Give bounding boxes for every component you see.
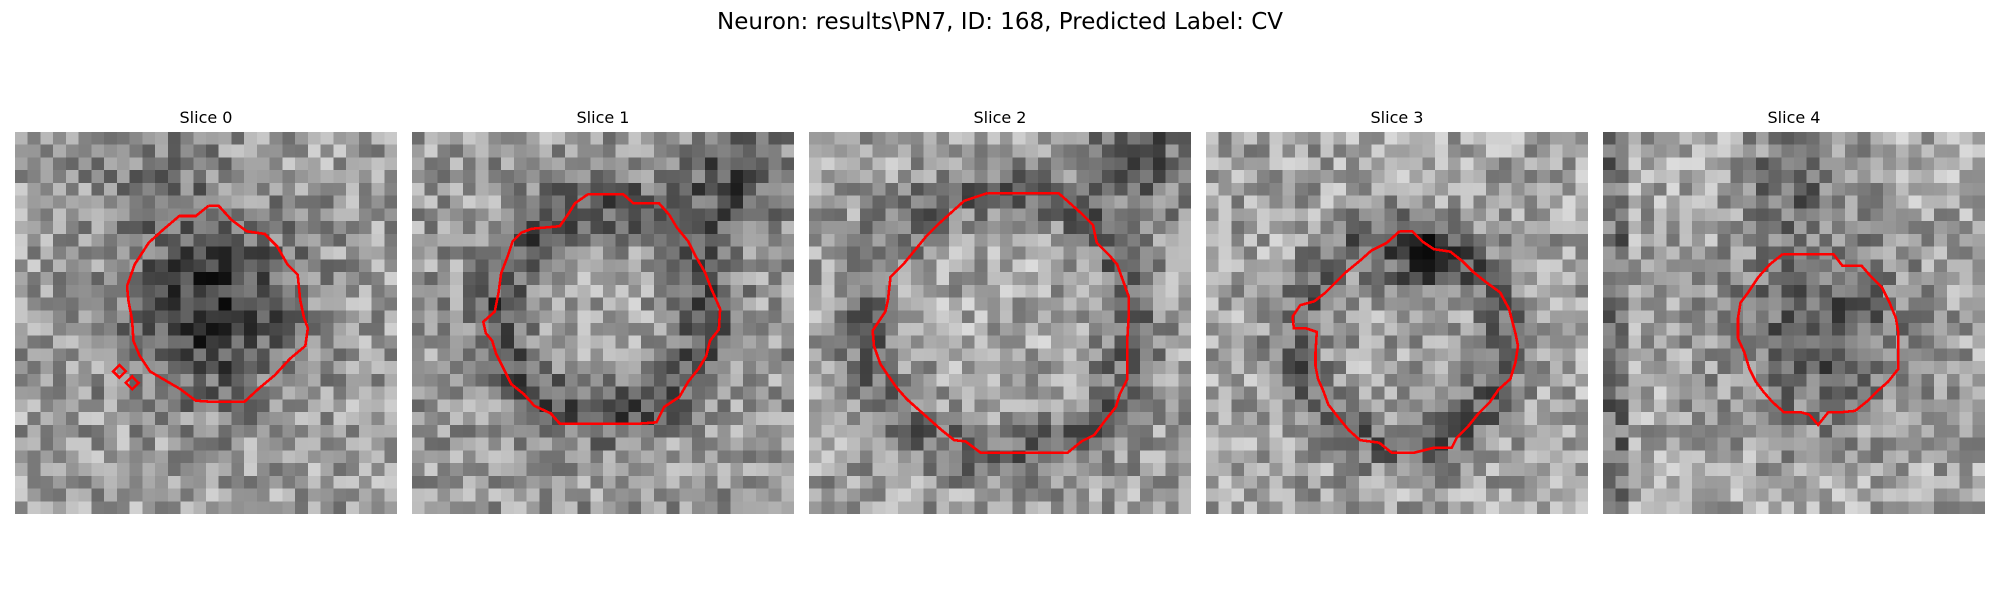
slice-title-0: Slice 0 — [179, 108, 233, 127]
segmentation-contour-0 — [127, 206, 308, 402]
small-contour-0a — [113, 365, 126, 378]
slice-image-0 — [15, 132, 397, 514]
slice-pixels-2 — [809, 132, 1191, 514]
slice-panel-2: Slice 2 — [809, 108, 1191, 514]
slice-image-3 — [1206, 132, 1588, 514]
slice-title-2: Slice 2 — [973, 108, 1027, 127]
segmentation-contour-1 — [483, 194, 720, 423]
slice-title-1: Slice 1 — [576, 108, 630, 127]
slice-pixels-3 — [1206, 132, 1588, 514]
slice-panel-0: Slice 0 — [15, 108, 397, 514]
slice-pixels-0 — [15, 132, 397, 514]
segmentation-contour-3 — [1293, 231, 1518, 453]
figure-title: Neuron: results\PN7, ID: 168, Predicted … — [717, 9, 1283, 35]
slice-panel-3: Slice 3 — [1206, 108, 1588, 514]
slice-image-2 — [809, 132, 1191, 514]
slice-title-3: Slice 3 — [1370, 108, 1424, 127]
segmentation-contour-2 — [873, 193, 1129, 453]
slice-title-4: Slice 4 — [1767, 108, 1821, 127]
slice-pixels-1 — [412, 132, 794, 514]
slice-panel-4: Slice 4 — [1603, 108, 1985, 514]
slice-image-4 — [1603, 132, 1985, 514]
segmentation-contour-4 — [1738, 254, 1898, 425]
slice-pixels-4 — [1603, 132, 1985, 514]
small-contour-0b — [126, 376, 139, 389]
slice-panel-1: Slice 1 — [412, 108, 794, 514]
slice-image-1 — [412, 132, 794, 514]
